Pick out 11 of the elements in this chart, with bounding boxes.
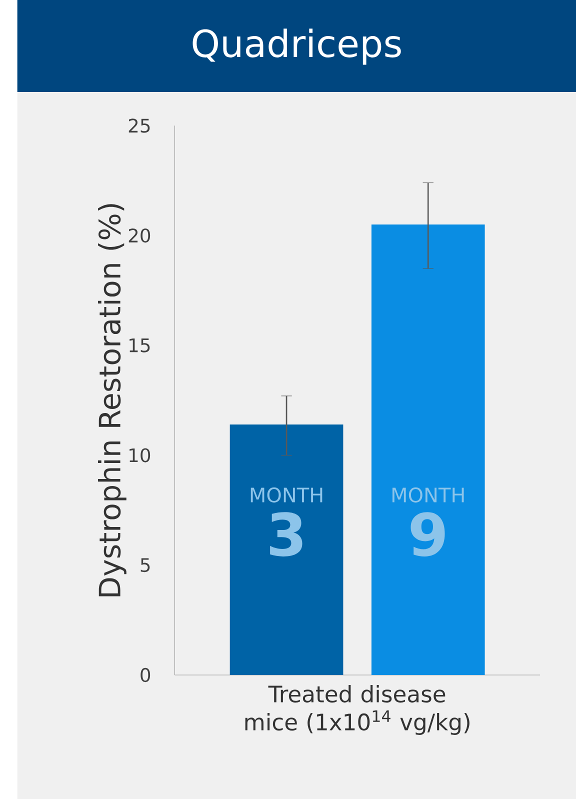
chart-title: Quadriceps — [192, 28, 401, 65]
y-tick-label: 0 — [140, 668, 150, 682]
x-axis-title: Treated disease mice (1x10$^{14}$ vg/kg) — [245, 685, 470, 735]
x-tick-label: MONTH 9 — [392, 487, 464, 556]
y-tick-label: 15 — [130, 338, 150, 352]
y-tick-label: 20 — [128, 228, 150, 243]
y-axis-title: Dystrophin Restoration (%) — [98, 204, 126, 596]
x-tick-label: MONTH 3 — [250, 487, 322, 556]
y-tick-label: 10 — [130, 448, 150, 462]
y-tick-label: 5 — [140, 558, 150, 572]
y-tick-label: 25 — [128, 118, 150, 133]
